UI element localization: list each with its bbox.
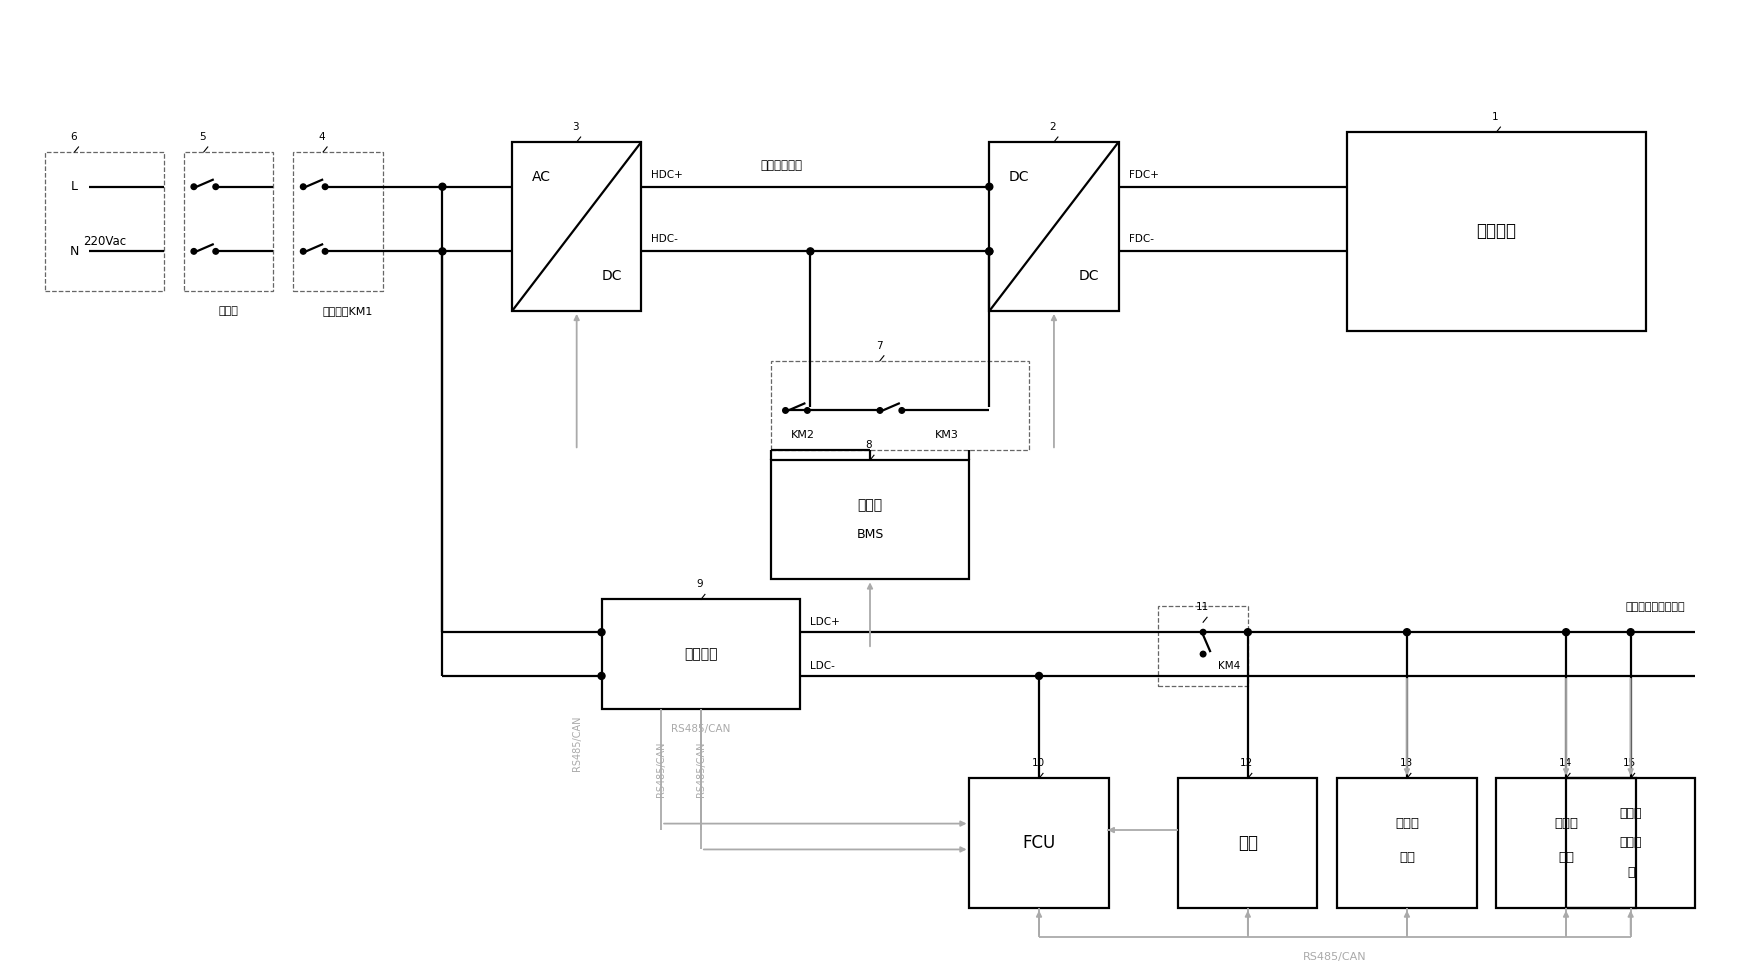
Bar [1337,778,1476,907]
Text: FDC-: FDC- [1129,234,1153,244]
Text: BMS: BMS [856,528,883,541]
Text: RS485/CAN: RS485/CAN [656,742,666,797]
Circle shape [899,408,904,414]
Text: RS485/CAN: RS485/CAN [696,742,706,797]
Circle shape [807,248,814,255]
Bar [294,152,383,291]
Bar [770,461,969,579]
Circle shape [1626,629,1633,636]
Text: DC: DC [602,270,621,283]
Text: 度传感: 度传感 [1619,837,1642,850]
Bar [1565,778,1694,907]
Text: FCU: FCU [1023,834,1056,852]
Circle shape [1562,629,1569,636]
Text: 开关电源: 开关电源 [683,647,716,662]
Text: RS485/CAN: RS485/CAN [572,715,581,771]
Text: L: L [71,180,78,193]
Bar [1177,778,1316,907]
Bar [511,142,642,311]
Circle shape [1200,652,1205,657]
Text: 5: 5 [200,132,205,142]
Text: 9: 9 [696,579,703,589]
Circle shape [598,629,605,636]
Text: 220Vac: 220Vac [83,235,125,248]
Text: 14: 14 [1558,759,1570,768]
Circle shape [986,183,993,190]
Text: HDC+: HDC+ [650,170,683,179]
Text: N: N [70,245,80,258]
Circle shape [1200,629,1205,635]
Circle shape [191,249,197,254]
Circle shape [212,249,219,254]
Text: DC: DC [1009,170,1029,184]
Text: 6: 6 [70,132,77,142]
Circle shape [1403,629,1410,636]
Circle shape [301,249,306,254]
Bar [989,142,1118,311]
Circle shape [301,184,306,189]
Text: 低压零部件低压供电: 低压零部件低压供电 [1624,603,1685,612]
Text: 高压直流母线: 高压直流母线 [760,159,802,171]
Circle shape [322,249,327,254]
Circle shape [1243,629,1250,636]
Text: 7: 7 [875,341,882,351]
Circle shape [783,408,788,414]
Circle shape [598,672,605,679]
Text: 检仪: 检仪 [1398,852,1414,864]
Text: 12: 12 [1240,759,1252,768]
Text: HDC-: HDC- [650,234,678,244]
Text: KM3: KM3 [934,430,958,440]
Circle shape [212,184,219,189]
Circle shape [876,408,882,414]
Bar [1496,778,1635,907]
Circle shape [986,248,993,255]
Text: LDC+: LDC+ [810,617,840,627]
Text: 8: 8 [866,440,871,450]
Text: 温度巡: 温度巡 [1553,816,1577,830]
Text: LDC-: LDC- [810,661,835,671]
Text: AC: AC [532,170,551,184]
Text: 15: 15 [1622,759,1635,768]
Bar [1158,607,1247,686]
Text: RS485/CAN: RS485/CAN [1303,953,1365,962]
Text: 检仪: 检仪 [1556,852,1574,864]
Text: 电压巡: 电压巡 [1395,816,1417,830]
Bar [969,778,1108,907]
Text: RS485/CAN: RS485/CAN [671,723,730,734]
Text: FDC+: FDC+ [1129,170,1158,179]
Circle shape [438,248,445,255]
Bar [1346,132,1645,331]
Text: 1: 1 [1492,112,1497,122]
Text: 2: 2 [1049,122,1056,132]
Bar [770,361,1028,450]
Bar [45,152,163,291]
Bar [602,600,800,709]
Text: 风机: 风机 [1236,834,1257,852]
Text: 3: 3 [572,122,579,132]
Circle shape [986,248,993,255]
Circle shape [191,184,197,189]
Text: 锂电池: 锂电池 [857,498,882,512]
Text: DC: DC [1078,270,1099,283]
Circle shape [1035,672,1042,679]
Text: 11: 11 [1195,603,1209,612]
Text: 器: 器 [1626,866,1633,879]
Text: 10: 10 [1031,759,1043,768]
Text: 断路器: 断路器 [219,306,238,316]
Circle shape [438,183,445,190]
Bar [184,152,273,291]
Text: 氢气浓: 氢气浓 [1619,807,1642,819]
Text: 常闭急停KM1: 常闭急停KM1 [323,306,372,316]
Text: KM4: KM4 [1217,661,1240,671]
Text: 4: 4 [318,132,325,142]
Text: KM2: KM2 [790,430,814,440]
Circle shape [322,184,327,189]
Text: 13: 13 [1398,759,1412,768]
Text: 燃料电池: 燃料电池 [1476,222,1516,240]
Circle shape [803,408,810,414]
